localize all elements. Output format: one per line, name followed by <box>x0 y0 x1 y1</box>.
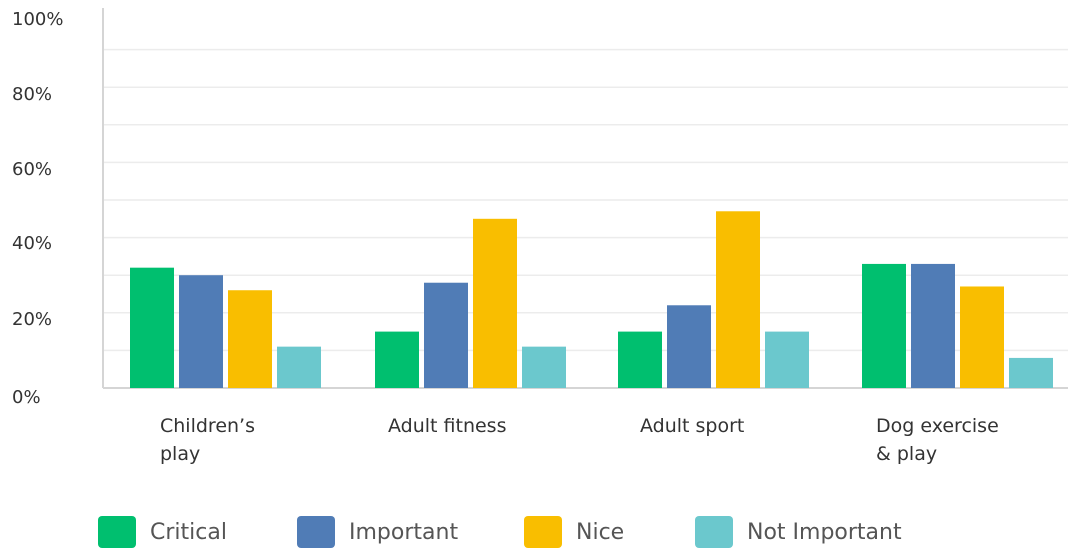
y-tick-label: 80% <box>12 84 52 105</box>
legend-item: Nice <box>524 516 624 548</box>
category-label: & play <box>876 443 937 465</box>
y-tick-label: 20% <box>12 309 52 330</box>
category-label: Dog exercise <box>876 415 999 437</box>
bar <box>228 290 272 388</box>
bar <box>522 346 566 388</box>
bar <box>765 331 809 388</box>
legend-label: Critical <box>150 520 227 545</box>
bar <box>618 331 662 388</box>
bar <box>862 263 906 388</box>
y-tick-label: 60% <box>12 159 52 180</box>
y-tick-label: 40% <box>12 233 52 254</box>
legend-item: Critical <box>98 516 227 548</box>
legend-swatch <box>524 516 562 548</box>
bar <box>1009 357 1053 388</box>
legend-label: Not Important <box>747 520 902 545</box>
legend-item: Important <box>297 516 458 548</box>
legend-swatch <box>98 516 136 548</box>
bar <box>375 331 419 388</box>
legend-label: Nice <box>576 520 624 545</box>
y-axis-ticks: 0% 20% 40% 60% 80% 100% <box>12 9 63 408</box>
y-tick-label: 0% <box>12 387 41 408</box>
category-label: Adult fitness <box>388 415 506 437</box>
legend: Critical Important Nice Not Important <box>98 516 902 548</box>
category-label: Children’s <box>160 415 255 437</box>
legend-swatch <box>695 516 733 548</box>
bar <box>130 267 174 388</box>
bar <box>473 218 517 388</box>
bar <box>179 275 223 388</box>
x-axis-categories: Children’s play Adult fitness Adult sport Do… <box>160 415 999 465</box>
bars <box>130 211 1053 388</box>
bar <box>667 305 711 388</box>
legend-swatch <box>297 516 335 548</box>
bar <box>960 286 1004 388</box>
bar <box>277 346 321 388</box>
legend-item: Not Important <box>695 516 902 548</box>
bar <box>911 263 955 388</box>
legend-label: Important <box>349 520 458 545</box>
bar <box>424 282 468 388</box>
category-label: play <box>160 443 200 465</box>
bar <box>716 211 760 388</box>
category-label: Adult sport <box>640 415 744 437</box>
y-tick-label: 100% <box>12 9 63 30</box>
